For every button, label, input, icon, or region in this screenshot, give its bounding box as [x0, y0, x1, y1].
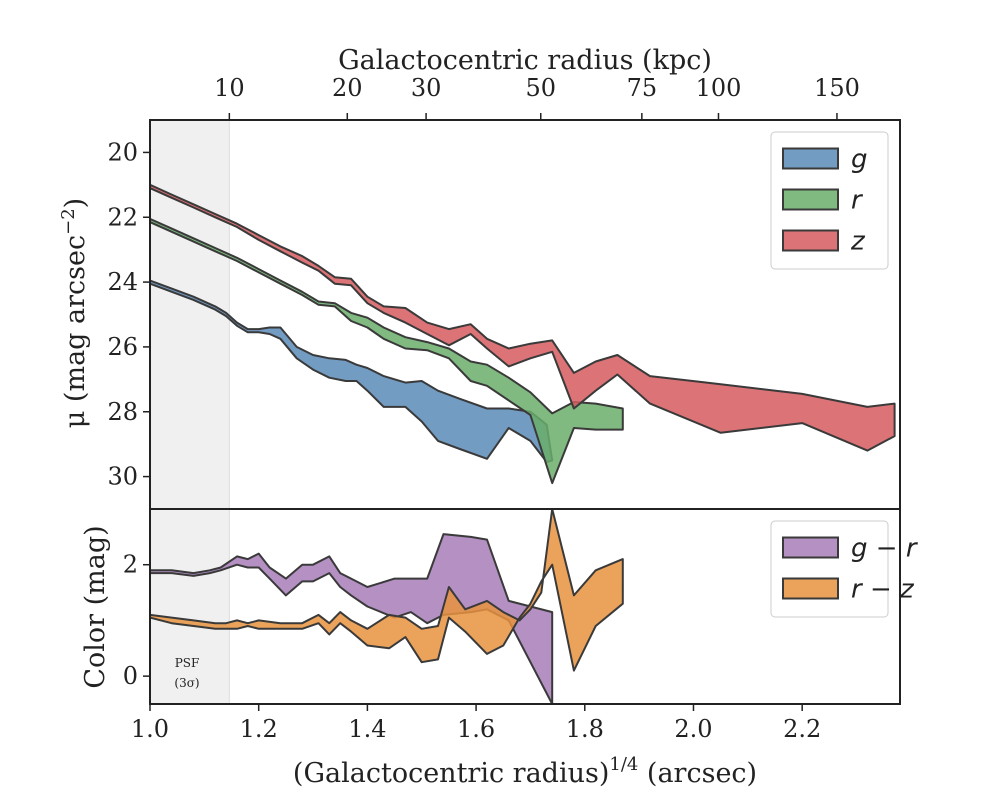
series-band-z: [150, 183, 896, 452]
series-band-r-z: [150, 509, 624, 672]
top-axis-tick-label: 10: [214, 74, 245, 102]
bottom-xlabel: (Galactocentric radius)1/4 (arcsec): [293, 754, 757, 789]
top-panel-ylabel: μ (mag arcsec−2): [58, 198, 91, 428]
bottom-xlabel-main: (Galactocentric radius): [293, 758, 609, 789]
bottom-panel-frame: [149, 508, 901, 705]
legend-label-g: g: [851, 145, 868, 175]
legend-label-r: r: [851, 186, 864, 216]
top-axis-tick-label: 50: [525, 74, 556, 102]
bottom-xlabel-unit: (arcsec): [638, 758, 757, 789]
top-axis-tick-label: 100: [696, 74, 742, 102]
legend-label-g-r: g − r: [851, 534, 919, 564]
top-axis-tick-label: 150: [814, 74, 860, 102]
series-band-g-r: [150, 533, 554, 704]
legend-label-z: z: [850, 227, 866, 257]
bottom-xtick-label: 1.8: [566, 715, 604, 743]
top-panel-ylabel-end: ): [60, 198, 91, 209]
top-ytick-label: 28: [107, 398, 138, 426]
bottom-xtick-label: 1.0: [131, 715, 169, 743]
top-psf-region: [150, 120, 230, 509]
bottom-panel: 0 2 1.0 1.2 1.4 1.6 1.8 2.0 2.2 PSF (3σ) g − r r − z: [123, 508, 919, 743]
top-panel: 20 22 24 26 28 30 10 20 30 50 75 100 150 grz: [107, 74, 901, 510]
top-ytick-label: 22: [107, 203, 138, 231]
top-panel-ylabel-main: μ (mag arcsec: [60, 235, 91, 428]
bottom-legend: g − r r − z: [770, 520, 919, 618]
bottom-psf-region: [150, 509, 230, 704]
legend-swatch-g: [782, 147, 839, 170]
psf-annotation-line2: (3σ): [174, 676, 199, 690]
legend-swatch-z: [782, 229, 839, 252]
top-axis-tick-label: 75: [627, 74, 658, 102]
series-band-r: [150, 217, 624, 485]
bottom-xtick-label: 2.0: [674, 715, 712, 743]
top-series-group: [150, 183, 896, 485]
bottom-ytick-label: 2: [123, 551, 138, 579]
bottom-xtick-label: 2.2: [783, 715, 821, 743]
top-axis-tick-label: 20: [332, 74, 363, 102]
top-axis-tick-label: 30: [411, 74, 442, 102]
top-ytick-label: 24: [107, 268, 138, 296]
bottom-xtick-label: 1.6: [457, 715, 495, 743]
legend-swatch-r: [782, 188, 839, 211]
top-ytick-label: 20: [107, 138, 138, 166]
bottom-xlabel-sup: 1/4: [609, 754, 638, 775]
legend-label-r-z: r − z: [851, 575, 915, 605]
legend-swatch-g-r: [782, 536, 839, 559]
bottom-series-group: [150, 509, 624, 704]
bottom-xtick-label: 1.4: [348, 715, 386, 743]
bottom-xtick-label: 1.2: [240, 715, 278, 743]
psf-annotation-line1: PSF: [175, 656, 200, 670]
legend-swatch-r-z: [782, 577, 839, 600]
bottom-ytick-label: 0: [123, 662, 138, 690]
top-panel-ylabel-sup: −2: [58, 208, 79, 235]
top-axis-title: Galactocentric radius (kpc): [338, 45, 712, 76]
top-ytick-label: 30: [107, 463, 138, 491]
top-legend: grz: [770, 131, 889, 270]
bottom-panel-ylabel: Color (mag): [80, 525, 111, 688]
top-ytick-label: 26: [107, 333, 138, 361]
